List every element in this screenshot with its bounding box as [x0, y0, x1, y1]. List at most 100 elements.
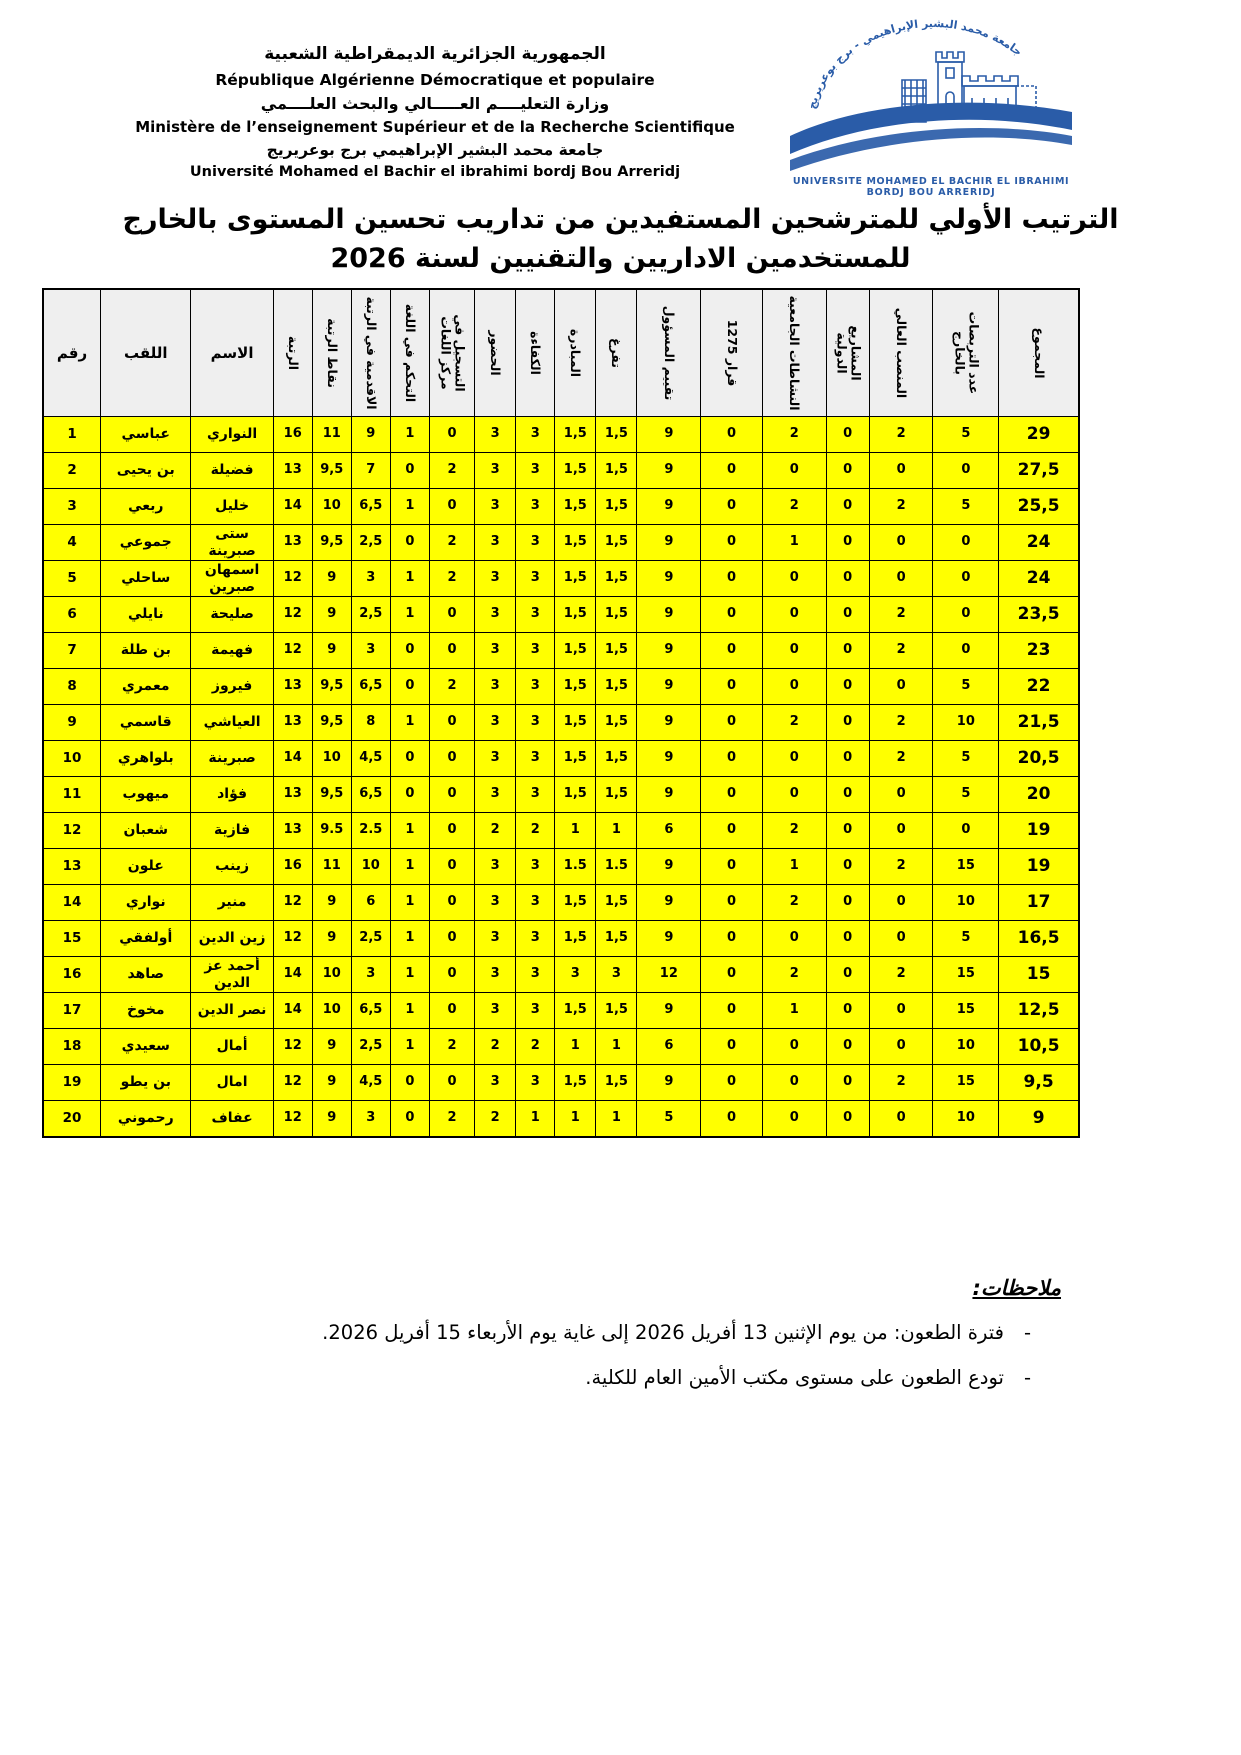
- table-cell: صاهد: [100, 956, 192, 993]
- table-cell: 0: [389, 632, 430, 669]
- table-cell: 9: [636, 668, 702, 705]
- table-cell: 1.5: [554, 848, 597, 885]
- table-cell: 3: [554, 956, 597, 993]
- table-cell: 0: [389, 668, 430, 705]
- table-cell: بن طلة: [100, 632, 192, 669]
- table-cell: 9: [636, 560, 702, 597]
- table-cell: 2.5: [350, 812, 391, 849]
- column-header-label: التسجيل في مركز اللغات: [438, 314, 468, 392]
- table-row: 10 بلواهري صبرينة 14 10 4,5 0 0 3 3 1,5 1,5 9 0 0 0 2 5 20…: [42, 740, 1080, 777]
- table-cell: أمال: [190, 1028, 274, 1065]
- table-cell: 3: [474, 452, 517, 489]
- table-cell: 13: [272, 452, 313, 489]
- table-cell: 0: [825, 668, 870, 705]
- table-cell: 25,5: [998, 488, 1080, 525]
- table-cell: 8: [42, 668, 102, 705]
- table-cell: 0: [700, 416, 763, 453]
- column-header-label: المبادرة: [568, 328, 584, 378]
- table-cell: 0: [868, 1100, 934, 1138]
- table-cell: 0: [761, 776, 827, 813]
- table-container: رقم اللقب الاسم الرتبة نقاط الرتبة الاقدمية ف…: [42, 288, 1080, 1138]
- table-cell: 0: [428, 776, 476, 813]
- column-header-label: رقم: [56, 344, 88, 362]
- table-cell: 1: [761, 848, 827, 885]
- title-line1: الترتيب الأولي للمترشحين المستفيدين من ت…: [122, 204, 1119, 235]
- table-row: 20 رحموني عفاف 12 9 3 0 2 2 1 1 1 5 0 0 0 0 10 9: [42, 1100, 1080, 1138]
- table-cell: 0: [825, 524, 870, 561]
- table-cell: 24: [998, 524, 1080, 561]
- table-cell: 1,5: [554, 704, 597, 741]
- table-cell: 1,5: [554, 560, 597, 597]
- table-cell: 10: [932, 1028, 1000, 1065]
- table-cell: 3: [515, 740, 556, 777]
- table-cell: 3: [595, 956, 638, 993]
- table-cell: 3: [515, 524, 556, 561]
- table-cell: 2: [474, 812, 517, 849]
- table-cell: 9,5: [311, 704, 352, 741]
- table-cell: 5: [932, 488, 1000, 525]
- table-cell: 16: [272, 416, 313, 453]
- table-cell: أولفقي: [100, 920, 192, 957]
- table-cell: 9,5: [998, 1064, 1080, 1101]
- column-header: عدد التربصات بالخارج: [932, 288, 1000, 417]
- table-cell: 2: [515, 1028, 556, 1065]
- table-cell: 9.5: [311, 812, 352, 849]
- table-cell: 13: [272, 776, 313, 813]
- table-cell: 2: [428, 1100, 476, 1138]
- table-head-row: رقم اللقب الاسم الرتبة نقاط الرتبة الاقدمية ف…: [42, 288, 1080, 417]
- table-cell: 9: [311, 1064, 352, 1101]
- table-cell: 9: [636, 632, 702, 669]
- table-cell: 1,5: [595, 668, 638, 705]
- table-cell: جموعي: [100, 524, 192, 561]
- table-cell: 1,5: [554, 1064, 597, 1101]
- table-cell: 1: [389, 812, 430, 849]
- table-cell: 1,5: [554, 524, 597, 561]
- table-cell: 3: [474, 632, 517, 669]
- bullet-dash: -: [1023, 1321, 1031, 1344]
- table-cell: 3: [474, 704, 517, 741]
- column-header-label: عدد التربصات بالخارج: [951, 311, 982, 395]
- note-text: تودع الطعون على مستوى مكتب الأمين العام …: [585, 1366, 1004, 1390]
- table-cell: امال: [190, 1064, 274, 1101]
- table-cell: 0: [389, 740, 430, 777]
- table-cell: 1,5: [554, 992, 597, 1029]
- table-cell: 1: [595, 812, 638, 849]
- table-cell: 1: [42, 416, 102, 453]
- table-cell: 0: [428, 488, 476, 525]
- column-header: المبادرة: [554, 288, 597, 417]
- table-cell: 0: [761, 1028, 827, 1065]
- table-cell: 1,5: [595, 488, 638, 525]
- table-cell: 1: [554, 1028, 597, 1065]
- column-header-label: الرتبة: [285, 335, 301, 371]
- table-cell: 0: [868, 992, 934, 1029]
- table-cell: 1,5: [595, 884, 638, 921]
- table-cell: 10: [932, 1100, 1000, 1138]
- table-cell: 9: [636, 596, 702, 633]
- table-row: 17 مخوخ نصر الدين 14 10 6,5 1 0 3 3 1,5 1,5 9 0 1 0 0 15 1…: [42, 992, 1080, 1029]
- table-cell: 1,5: [595, 776, 638, 813]
- notes-section: ملاحظات: - فترة الطعون: من يوم الإثنين 13…: [301, 1276, 1061, 1409]
- table-cell: 0: [389, 776, 430, 813]
- table-cell: 0: [825, 848, 870, 885]
- table-cell: 0: [868, 668, 934, 705]
- table-cell: 3: [515, 704, 556, 741]
- table-cell: 9: [636, 776, 702, 813]
- table-cell: 0: [825, 416, 870, 453]
- table-cell: 0: [428, 1064, 476, 1101]
- table-cell: 20: [998, 776, 1080, 813]
- table-row: 16 صاهد أحمد عز الدين 14 10 3 1 0 3 3 3 3 12 0 2 0 2 15 15: [42, 956, 1080, 993]
- table-cell: 0: [868, 1028, 934, 1065]
- column-header: قرار 1275: [700, 288, 763, 417]
- table-cell: 1,5: [595, 920, 638, 957]
- table-cell: 9: [636, 992, 702, 1029]
- table-cell: 22: [998, 668, 1080, 705]
- table-cell: 3: [474, 596, 517, 633]
- republic-name-ar: الجمهورية الجزائرية الديمقراطية الشعبية: [264, 44, 606, 64]
- table-cell: 0: [700, 668, 763, 705]
- column-header: الاقدمية في الرتبة: [350, 288, 391, 417]
- table-cell: 2: [761, 884, 827, 921]
- table-cell: 3: [350, 632, 391, 669]
- table-row: 18 سعيدي أمال 12 9 2,5 1 2 2 2 1 1 6 0 0 0 0 10 10,5: [42, 1028, 1080, 1065]
- table-cell: 0: [932, 632, 1000, 669]
